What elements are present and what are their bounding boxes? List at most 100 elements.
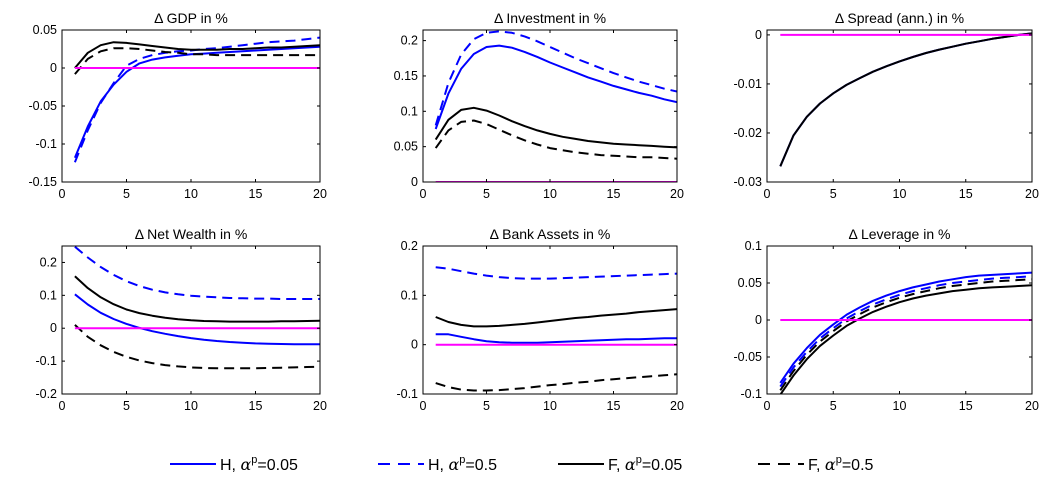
legend-label: F, αp=0.5 [808,454,874,474]
legend-superscript: p [836,454,842,466]
chart-panel: Δ Leverage in % 0 5 10 15 20 -0.1 -0.05 0 0.05 0.1 [734,226,1039,413]
x-tick-label: 10 [543,187,557,201]
legend-prefix: F, [608,457,625,474]
series-line [779,271,1032,384]
y-tick-label: -0.1 [35,137,57,151]
x-tick-label: 5 [483,187,490,201]
series-line [779,275,1032,388]
series-group [74,246,320,370]
chart-panel: Δ Spread (ann.) in % 0 5 10 15 20 -0.03 -0.02 -0… [734,10,1039,201]
x-tick-label: 20 [313,399,327,413]
x-tick-label: 10 [184,399,198,413]
y-tick-label: -0.01 [734,77,763,91]
legend-suffix: =0.05 [642,457,683,474]
series-line [435,266,677,280]
chart-panel: Δ Net Wealth in % 0 5 10 15 20 -0.2 -0.1 0 0.1 0.2 [35,226,327,413]
y-tick-label: 0 [755,313,762,327]
series-line [434,106,677,149]
y-tick-label: -0.03 [734,175,763,189]
series-group [779,32,1032,167]
y-tick-label: -0.02 [734,126,763,140]
panel-title: Δ Bank Assets in % [490,226,611,242]
x-tick-label: 15 [607,399,621,413]
series-group [434,30,677,182]
x-tick-label: 0 [420,399,427,413]
series-line [435,333,677,344]
legend-label: F, αp=0.05 [608,454,682,474]
legend-alpha: α [448,455,459,474]
series-line [74,324,320,370]
series-line [74,293,320,346]
legend-alpha: α [825,455,836,474]
legend-alpha: α [625,455,636,474]
y-tick-label: 0.2 [40,255,57,269]
y-tick-label: 0.1 [40,288,57,302]
chart-panel: Δ GDP in % 0 5 10 15 20 -0.15 -0.1 -0.05 0 0.05 [29,10,327,201]
legend-prefix: F, [808,457,825,474]
x-tick-label: 5 [830,399,837,413]
panel-title: Δ Net Wealth in % [135,226,248,242]
legend-prefix: H, [428,457,448,474]
legend-prefix: H, [220,457,240,474]
series-line [435,373,677,392]
series-group [779,271,1032,394]
plot-frame [766,29,1033,183]
y-tick-label: 0 [50,61,57,75]
x-tick-label: 20 [670,399,684,413]
x-tick-label: 15 [249,399,263,413]
panel-title: Δ Spread (ann.) in % [835,10,964,26]
series-line [73,45,320,159]
legend-suffix: =0.5 [842,457,874,474]
chart-panel: Δ Bank Assets in %0 5 10 15 20-0.100.10.2 [396,226,684,413]
y-tick-label: -0.05 [29,99,58,113]
series-group [73,36,320,163]
series-line [434,119,677,160]
legend-alpha: α [240,455,251,474]
panel-title: Δ Investment in % [494,10,606,26]
legend-superscript: p [636,454,642,466]
y-tick-label: 0.15 [394,69,418,83]
y-tick-label: -0.1 [396,387,418,401]
legend: H, αp=0.05 H, αp=0.5 F, αp=0.05 F, αp=0.5 [170,454,874,474]
plot-frame [61,29,321,183]
series-line [779,284,1032,394]
x-tick-label: 5 [123,187,130,201]
x-tick-label: 10 [184,187,198,201]
legend-superscript: p [251,454,257,466]
series-line [74,41,320,69]
x-tick-label: 10 [893,399,907,413]
x-tick-label: 10 [543,399,557,413]
x-tick-label: 5 [123,399,130,413]
legend-superscript: p [459,454,465,466]
plot-frame [422,29,678,183]
legend-suffix: =0.05 [257,457,298,474]
x-tick-label: 5 [483,399,490,413]
y-tick-label: 0.2 [401,239,418,253]
y-tick-label: 0 [50,321,57,335]
x-tick-label: 10 [893,187,907,201]
x-tick-label: 20 [670,187,684,201]
x-tick-label: 5 [830,187,837,201]
y-tick-label: 0.05 [394,140,418,154]
series-line [435,308,677,328]
series-line [74,246,320,300]
x-tick-label: 0 [764,399,771,413]
x-tick-label: 20 [1025,187,1039,201]
series-line [779,32,1032,167]
y-tick-label: -0.1 [35,354,57,368]
series-line [434,30,677,126]
x-tick-label: 15 [607,187,621,201]
y-tick-label: -0.05 [734,350,763,364]
series-line [779,278,1032,391]
series-group [435,266,677,392]
x-tick-label: 0 [59,187,66,201]
x-tick-label: 15 [959,187,973,201]
legend-label: H, αp=0.05 [220,454,298,474]
panel-title: Δ Leverage in % [849,226,951,242]
series-line [74,47,320,75]
y-tick-label: -0.15 [29,175,58,189]
x-tick-label: 20 [1025,399,1039,413]
panel-title: Δ GDP in % [154,10,228,26]
x-tick-label: 0 [420,187,427,201]
